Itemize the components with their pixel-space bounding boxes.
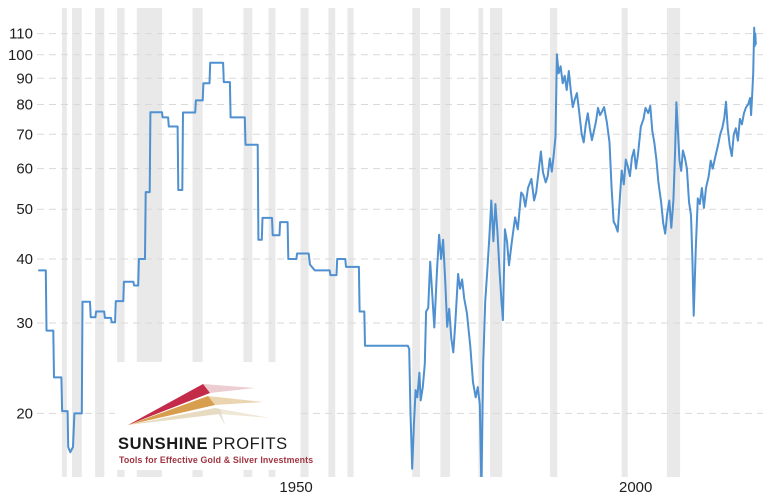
y-tick-label: 110 [9,26,33,43]
recession-band [62,8,67,477]
logo-ray-faded-pink [203,384,255,393]
recession-band [490,8,503,477]
logo-ray-crimson [128,384,210,425]
recession-band [412,8,420,477]
recession-band [347,8,354,477]
logo-brand-name: SUNSHINE PROFITS [118,435,288,454]
ratio-line [38,26,757,477]
logo-brand-light: PROFITS [212,435,288,453]
logo-brand-bold: SUNSHINE [118,435,209,453]
logo-ray-faded-tan [208,396,263,405]
y-tick-label: 60 [16,161,33,178]
logo-rays-icon [128,384,270,425]
recession-band [268,8,276,477]
logo-ray-faded-cream [215,408,270,418]
sunshine-profits-logo: SUNSHINE PROFITS Tools for Effective Gold… [115,362,313,470]
recession-band [550,8,558,477]
recession-band [621,8,628,477]
y-tick-label: 70 [16,126,33,143]
recession-band [300,8,309,477]
y-tick-label: 20 [16,405,33,422]
y-tick-label: 50 [16,201,33,218]
y-tick-label: 100 [8,47,33,64]
recession-band [478,8,484,477]
recession-band [243,8,253,477]
recession-band [328,8,336,477]
x-tick-label: 1950 [279,479,312,496]
recession-band [117,8,125,477]
x-tick-label: 2000 [619,479,652,496]
y-tick-label: 30 [16,315,33,332]
recession-band [95,8,105,477]
y-tick-label: 80 [16,97,33,114]
logo-ray-cream [128,408,220,425]
recession-band [72,8,82,477]
recession-band [192,8,203,477]
logo-ray-gold [128,396,215,425]
logo-tagline: Tools for Effective Gold & Silver Invest… [119,455,314,465]
y-tick-label: 40 [16,251,33,268]
recession-band [440,8,450,477]
y-tick-label: 90 [16,70,33,87]
